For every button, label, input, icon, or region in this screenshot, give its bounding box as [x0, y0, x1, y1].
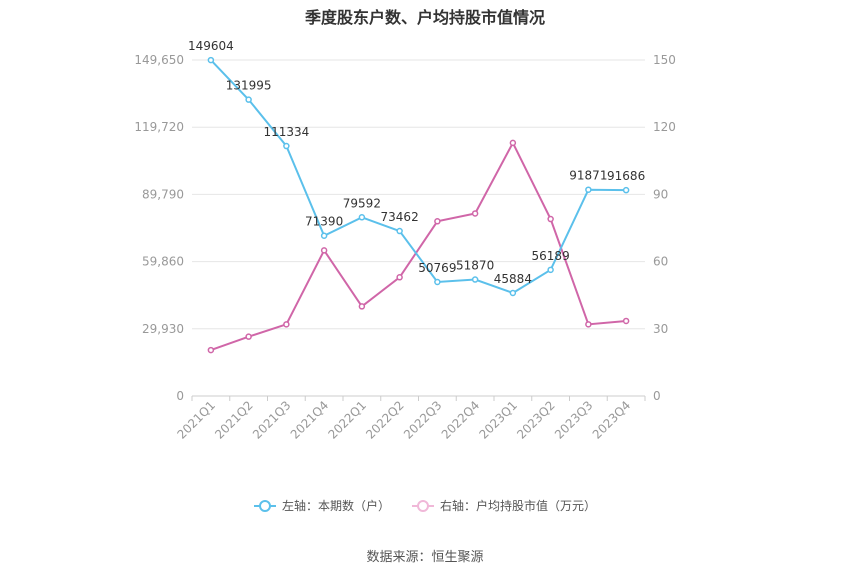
left-axis-tick-label: 29,930 [142, 322, 184, 336]
x-tick-label: 2021Q2 [212, 398, 256, 442]
legend: 左轴：本期数（户） 右轴：户均持股市值（万元） [0, 497, 850, 514]
legend-swatch-right-icon [412, 499, 434, 512]
right-axis-tick-label: 30 [653, 322, 668, 336]
legend-label-left: 左轴：本期数（户） [281, 499, 390, 513]
right-series-point [471, 210, 479, 217]
legend-label-right: 右轴：户均持股市值（万元） [440, 499, 597, 513]
left-axis-tick-label: 0 [176, 389, 184, 403]
left-axis-tick-label: 59,860 [142, 255, 184, 269]
x-tick-label: 2023Q2 [514, 398, 558, 442]
left-series-point [358, 214, 366, 221]
chart-title: 季度股东户数、户均持股市值情况 [304, 8, 545, 27]
left-series-data-label: 51870 [456, 259, 494, 273]
left-series-point [245, 96, 252, 103]
left-series-point [207, 56, 215, 64]
right-axis-tick-label: 60 [653, 255, 668, 269]
legend-item-left[interactable]: 左轴：本期数（户） [253, 497, 390, 514]
right-series-point [320, 247, 328, 254]
left-series-point [585, 186, 592, 193]
left-series-data-label: 79592 [343, 196, 381, 210]
left-axis-tick-label: 119,720 [134, 120, 184, 134]
right-series-point [509, 139, 517, 147]
right-series-point [207, 346, 215, 354]
line-chart: 0 0 29,930 30 59,860 60 89,790 90 119,720 120 149,… [134, 39, 676, 442]
left-series-point [434, 278, 441, 286]
right-series-line [210, 140, 627, 352]
left-series-data-label: 111334 [263, 125, 309, 139]
left-series-point [471, 276, 479, 283]
left-series-point [547, 266, 554, 274]
x-tick-label: 2021Q4 [288, 398, 332, 442]
left-series-data-label: 149604 [188, 39, 234, 53]
right-axis-tick-label: 150 [653, 53, 676, 67]
right-series-point [358, 303, 366, 310]
right-axis-tick-label: 90 [653, 187, 668, 201]
x-tick-label: 2022Q1 [325, 398, 369, 442]
left-series-data-label: 56189 [532, 249, 570, 263]
left-series-line [210, 59, 627, 295]
right-series-point [283, 321, 290, 328]
left-series-data-label: 45884 [494, 272, 532, 286]
right-axis-tick-label: 0 [653, 389, 661, 403]
left-series-data-label: 71390 [305, 215, 343, 229]
left-series-point [283, 142, 290, 150]
data-source: 数据来源：恒生聚源 [366, 550, 484, 565]
x-tick-label: 2021Q3 [250, 398, 294, 442]
left-series-point [622, 186, 630, 194]
right-axis-tick-label: 120 [653, 120, 676, 134]
right-series-point [622, 317, 630, 325]
x-tick-label: 2022Q2 [363, 398, 407, 442]
legend-swatch-left-icon [253, 499, 276, 512]
left-series-data-label: 91871 [569, 169, 607, 183]
left-series-point [396, 227, 403, 235]
right-series-point [585, 321, 592, 328]
right-series-point [245, 333, 252, 340]
x-tick-label: 2023Q3 [552, 398, 596, 442]
right-series-point [547, 215, 554, 223]
left-axis-tick-label: 89,790 [142, 187, 184, 201]
left-series-data-label: 91686 [607, 169, 645, 183]
legend-item-right[interactable]: 右轴：户均持股市值（万元） [412, 497, 596, 514]
x-tick-label: 2023Q1 [476, 398, 520, 442]
left-series-data-label: 73462 [381, 210, 419, 224]
x-tick-label: 2022Q4 [439, 398, 483, 442]
left-series-data-label: 50769 [418, 261, 456, 275]
left-series-data-label: 131995 [226, 79, 272, 93]
x-tick-label: 2022Q3 [401, 398, 445, 442]
left-series-point [320, 232, 328, 239]
left-axis-tick-label: 149,650 [134, 53, 184, 67]
x-tick-label: 2021Q1 [174, 398, 218, 442]
right-series-point [396, 274, 403, 281]
x-tick-label: 2023Q4 [590, 398, 634, 442]
left-series-point [509, 289, 517, 297]
right-series-point [434, 218, 441, 225]
